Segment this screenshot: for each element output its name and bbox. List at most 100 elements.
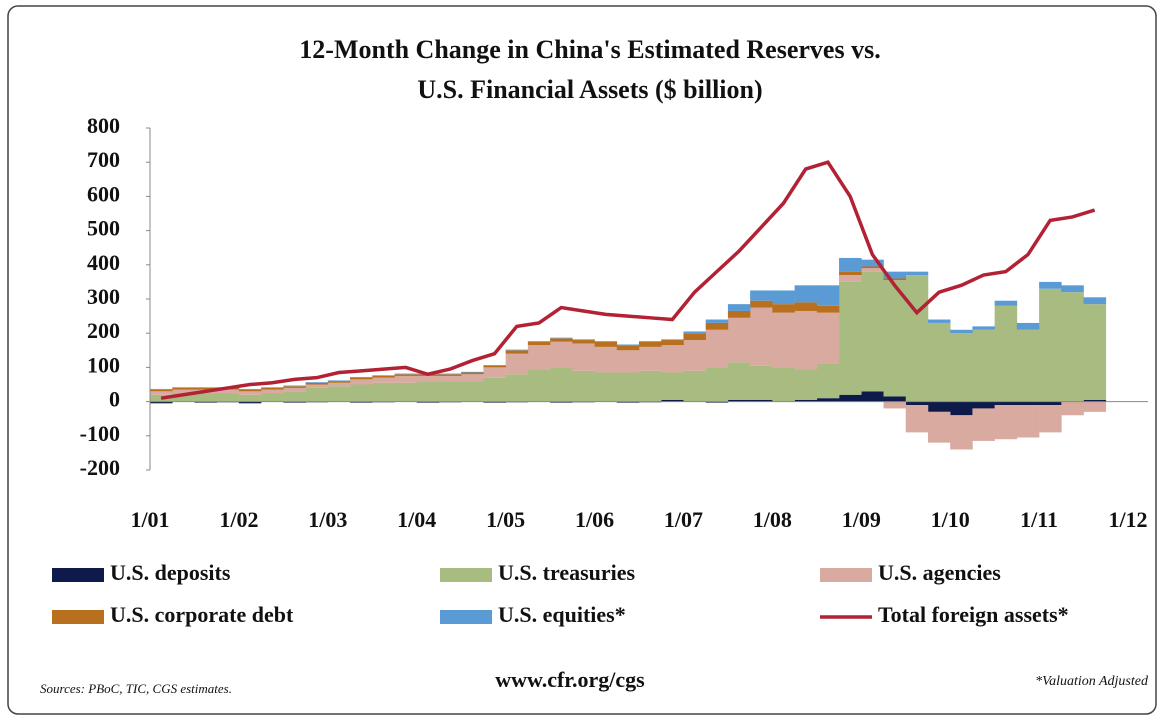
bar-segment	[461, 372, 484, 375]
bar-segment	[639, 370, 662, 402]
x-tick-label: 1/05	[486, 507, 525, 532]
bar-segment	[594, 341, 618, 342]
bar-segment	[950, 401, 973, 416]
legend-swatch	[440, 568, 492, 582]
x-tick-label: 1/09	[842, 507, 881, 532]
bar-segment	[1083, 399, 1107, 402]
bar-segment	[772, 312, 795, 368]
bar-segment	[794, 369, 818, 400]
bar-segment	[150, 389, 173, 392]
bar-segment	[572, 370, 595, 402]
legend-label: U.S. deposits	[110, 560, 231, 585]
bar-segment	[927, 322, 951, 402]
bar-segment	[416, 401, 440, 403]
bar-segment	[750, 365, 773, 400]
bar-segment	[305, 387, 329, 402]
bar-segment	[861, 266, 884, 269]
bar-segment	[927, 319, 951, 323]
bar-segment	[305, 384, 329, 388]
bar-segment	[572, 343, 595, 371]
bar-segment	[505, 353, 529, 375]
bar-segment	[261, 387, 284, 388]
bar-segment	[727, 304, 751, 311]
bar-segment	[994, 405, 1018, 440]
bar-segment	[1083, 304, 1107, 400]
bar-segment	[238, 391, 262, 395]
bar-segment	[172, 393, 195, 402]
legend-swatch	[440, 610, 492, 624]
bar-segment	[372, 382, 395, 402]
bar-segment	[194, 387, 217, 390]
x-tick-label: 1/04	[397, 507, 436, 532]
bar-segment	[327, 380, 351, 382]
bar-segment	[661, 339, 684, 341]
bar-segment	[616, 401, 640, 403]
bar-segment	[750, 399, 773, 402]
bar-segment	[727, 310, 751, 318]
bar-segment	[727, 317, 751, 363]
bar-segment	[861, 391, 884, 402]
bar-segment	[839, 275, 862, 282]
bar-segment	[683, 333, 706, 341]
legend-label: U.S. treasuries	[498, 560, 636, 585]
bar-segment	[661, 340, 684, 346]
bar-segment	[883, 278, 907, 281]
bar-segment	[1039, 288, 1062, 402]
bar-segment	[639, 341, 662, 342]
bar-segment	[238, 389, 262, 392]
bar-segment	[661, 399, 684, 402]
bar-segment	[372, 375, 395, 378]
bar-segment	[305, 382, 329, 385]
x-tick-label: 1/06	[575, 507, 614, 532]
legend-label: U.S. equities*	[498, 602, 626, 627]
bar-segment	[616, 350, 640, 373]
bar-segment	[594, 341, 618, 347]
bar-segment	[883, 396, 907, 402]
bar-segment	[794, 399, 818, 402]
bar-segment	[972, 401, 995, 409]
bar-segment	[750, 307, 773, 366]
bar-segment	[550, 341, 573, 368]
bar-segment	[1039, 401, 1062, 406]
bar-segment	[461, 381, 484, 402]
legend-swatch	[820, 568, 872, 582]
bar-segment	[283, 391, 306, 402]
bar-segment	[839, 271, 862, 276]
bar-segment	[616, 372, 640, 402]
bar-segment	[883, 401, 907, 409]
bar-segment	[705, 401, 729, 403]
bar-segment	[150, 388, 173, 390]
x-tick-label: 1/11	[1020, 507, 1058, 532]
bar-segment	[950, 415, 973, 450]
bar-segment	[594, 346, 618, 373]
bar-segment	[172, 389, 195, 394]
bar-segment	[550, 367, 573, 402]
x-tick-label: 1/12	[1108, 507, 1147, 532]
bar-segment	[994, 401, 1018, 406]
x-tick-label: 1/03	[308, 507, 347, 532]
x-tick-label: 1/08	[753, 507, 792, 532]
bar-segment	[705, 319, 729, 323]
bar-segment	[750, 290, 773, 301]
bar-segment	[238, 388, 262, 390]
bar-segment	[461, 371, 484, 373]
bar-segment	[1039, 405, 1062, 433]
bar-segment	[350, 384, 373, 402]
bar-segment	[194, 401, 217, 403]
x-tick-label: 1/10	[931, 507, 970, 532]
bar-segment	[394, 382, 418, 402]
bar-segment	[839, 281, 862, 395]
bar-segment	[194, 393, 217, 402]
bar-segment	[394, 374, 418, 376]
bar-segment	[350, 379, 373, 385]
bar-segment	[483, 367, 506, 378]
y-tick-label: -100	[80, 421, 120, 446]
bar-segment	[483, 365, 506, 368]
bar-segment	[839, 394, 862, 402]
bar-segment	[950, 333, 973, 402]
x-tick-label: 1/02	[219, 507, 258, 532]
bar-segment	[1016, 405, 1040, 438]
bar-segment	[994, 300, 1018, 306]
bar-segment	[438, 381, 462, 402]
bar-segment	[594, 372, 618, 402]
